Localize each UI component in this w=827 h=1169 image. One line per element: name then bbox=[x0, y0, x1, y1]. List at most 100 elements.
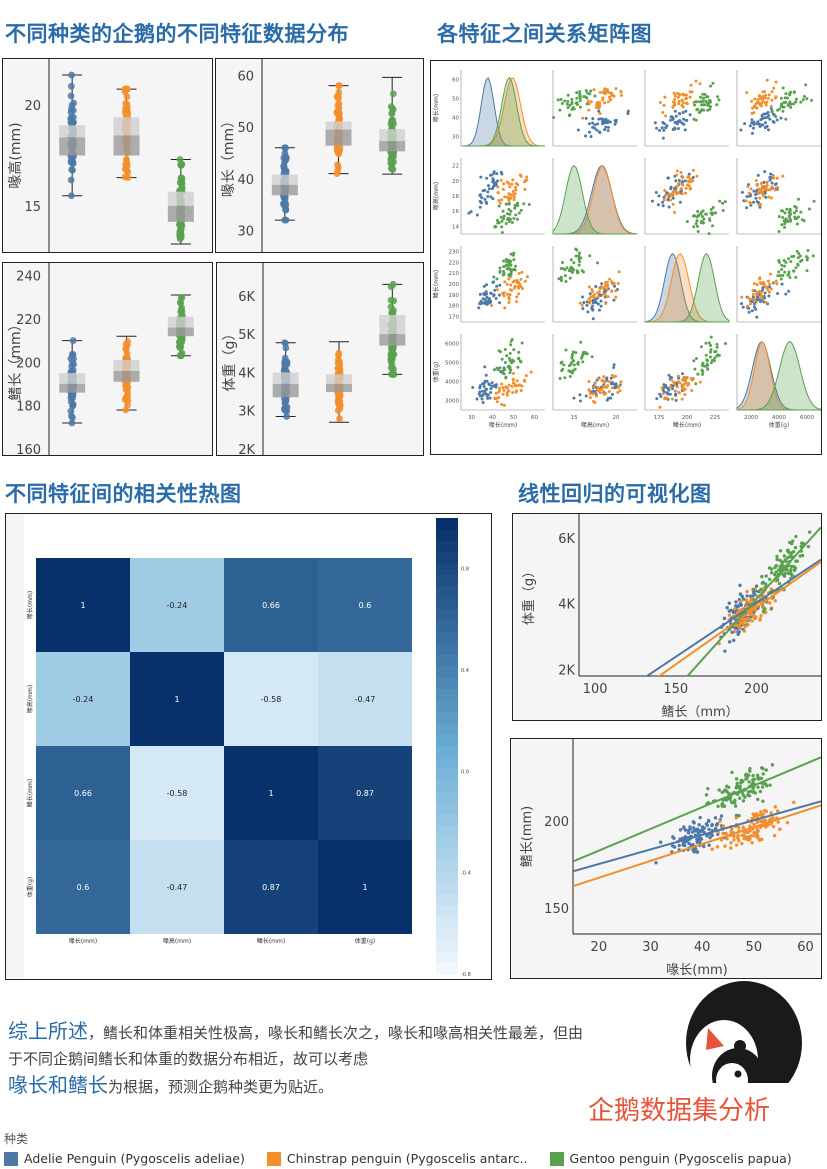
pair-point-chinstrap bbox=[660, 386, 664, 390]
pair-point-chinstrap bbox=[592, 399, 596, 403]
pair-point-adelie bbox=[659, 394, 663, 398]
heatmap-cell bbox=[318, 558, 412, 652]
pair-y-label: 喙高(mm) bbox=[432, 182, 440, 210]
pair-point-adelie bbox=[663, 122, 667, 126]
pair-point-adelie bbox=[750, 131, 754, 135]
density-gentoo bbox=[737, 340, 822, 411]
scatter-point-chinstrap bbox=[734, 843, 739, 847]
scatter-point-gentoo bbox=[777, 581, 782, 586]
pair-point-adelie bbox=[751, 126, 755, 130]
pair-point-gentoo bbox=[519, 360, 523, 364]
pair-point-chinstrap bbox=[617, 270, 621, 274]
pair-point-adelie bbox=[478, 302, 482, 306]
box-lower-adelie bbox=[59, 137, 86, 156]
legend-item-chinstrap[interactable]: Chinstrap penguin (Pygoscelis antarc.. bbox=[266, 1151, 528, 1166]
pair-point-gentoo bbox=[694, 382, 698, 386]
pair-point-chinstrap bbox=[592, 295, 596, 299]
pair-point-gentoo bbox=[706, 367, 710, 371]
scatter-point-gentoo bbox=[787, 540, 792, 545]
pair-point-gentoo bbox=[708, 107, 712, 111]
scatter-point-gentoo bbox=[784, 559, 788, 564]
pair-point-gentoo bbox=[568, 374, 572, 378]
y-tick-label: 200 bbox=[544, 815, 569, 830]
scatter-point-gentoo bbox=[757, 777, 761, 781]
pair-point-gentoo bbox=[704, 353, 708, 357]
pair-point-chinstrap bbox=[511, 391, 515, 395]
scatter-point-gentoo bbox=[759, 587, 763, 592]
pair-point-chinstrap bbox=[769, 104, 773, 108]
pair-point-adelie bbox=[579, 399, 583, 403]
data-point-adelie bbox=[69, 119, 77, 127]
pair-point-adelie bbox=[495, 172, 499, 176]
pair-point-adelie bbox=[658, 128, 662, 132]
pair-point-adelie bbox=[662, 383, 666, 387]
pair-point-adelie bbox=[497, 293, 501, 297]
pair-point-adelie bbox=[658, 392, 662, 396]
scatter-point-gentoo bbox=[763, 607, 767, 611]
scatter-point-chinstrap bbox=[771, 824, 776, 829]
pair-point-adelie bbox=[683, 179, 687, 183]
scatter-point-gentoo bbox=[745, 776, 749, 780]
pair-y-tick: 50 bbox=[452, 97, 459, 103]
pair-point-chinstrap bbox=[587, 297, 591, 301]
colorbar-segment bbox=[436, 711, 458, 724]
scatter-point-chinstrap bbox=[748, 600, 752, 605]
pair-point-gentoo bbox=[512, 216, 516, 220]
pair-x-tick: 30 bbox=[468, 415, 475, 421]
pair-point-adelie bbox=[775, 118, 779, 122]
pair-point-chinstrap bbox=[759, 191, 763, 195]
pair-point-gentoo bbox=[520, 341, 524, 345]
pair-point-adelie bbox=[487, 187, 491, 191]
data-point-gentoo bbox=[178, 335, 185, 343]
pair-point-chinstrap bbox=[619, 93, 623, 97]
pair-point-chinstrap bbox=[751, 106, 755, 110]
pair-point-gentoo bbox=[792, 102, 796, 106]
pair-point-adelie bbox=[626, 112, 630, 116]
pair-point-gentoo bbox=[498, 366, 502, 370]
pair-point-chinstrap bbox=[673, 94, 677, 98]
legend-item-gentoo[interactable]: Gentoo penguin (Pygoscelis papua) bbox=[549, 1151, 792, 1166]
pair-point-chinstrap bbox=[604, 392, 608, 396]
pair-point-chinstrap bbox=[601, 292, 605, 296]
scatter-point-chinstrap bbox=[761, 812, 766, 816]
data-point-chinstrap bbox=[123, 155, 130, 163]
pair-point-chinstrap bbox=[767, 195, 771, 199]
heatmap-cell-label: 1 bbox=[362, 883, 367, 892]
heatmap-row-label: 喙长(mm) bbox=[26, 591, 34, 619]
scatter-point-chinstrap bbox=[729, 846, 733, 850]
pair-point-gentoo bbox=[685, 220, 689, 224]
data-point-adelie bbox=[67, 82, 75, 90]
scatter-point-gentoo bbox=[733, 804, 738, 808]
scatter-point-gentoo bbox=[734, 786, 738, 790]
pair-point-adelie bbox=[669, 187, 673, 191]
pair-point-adelie bbox=[492, 184, 496, 188]
scatter-point-chinstrap bbox=[773, 805, 777, 809]
pair-point-gentoo bbox=[716, 95, 720, 99]
colorbar-segment bbox=[436, 882, 458, 895]
scatter-point-chinstrap bbox=[718, 819, 722, 824]
pair-point-adelie bbox=[479, 175, 483, 179]
pair-point-gentoo bbox=[575, 101, 579, 105]
pair-point-chinstrap bbox=[508, 196, 512, 200]
colorbar-segment bbox=[436, 723, 458, 736]
pair-point-adelie bbox=[588, 292, 592, 296]
pair-point-gentoo bbox=[497, 204, 501, 208]
pair-point-gentoo bbox=[784, 117, 788, 121]
box-lower-chinstrap bbox=[326, 383, 352, 393]
data-point-chinstrap bbox=[335, 82, 343, 90]
pair-point-adelie bbox=[666, 392, 670, 396]
pair-point-gentoo bbox=[559, 275, 563, 279]
pair-point-gentoo bbox=[513, 206, 517, 210]
pair-x-tick: 6000 bbox=[800, 415, 814, 421]
scatter-point-chinstrap bbox=[748, 829, 752, 833]
legend-item-adelie[interactable]: Adelie Penguin (Pygoscelis adeliae) bbox=[4, 1151, 245, 1166]
pair-point-chinstrap bbox=[768, 188, 772, 192]
pair-point-gentoo bbox=[507, 220, 511, 224]
pair-point-chinstrap bbox=[610, 280, 614, 284]
pair-point-adelie bbox=[606, 129, 610, 133]
data-point-chinstrap bbox=[334, 359, 342, 367]
pair-point-adelie bbox=[482, 385, 486, 389]
pair-point-chinstrap bbox=[683, 387, 687, 391]
pair-point-gentoo bbox=[700, 103, 704, 107]
pair-point-gentoo bbox=[705, 362, 709, 366]
